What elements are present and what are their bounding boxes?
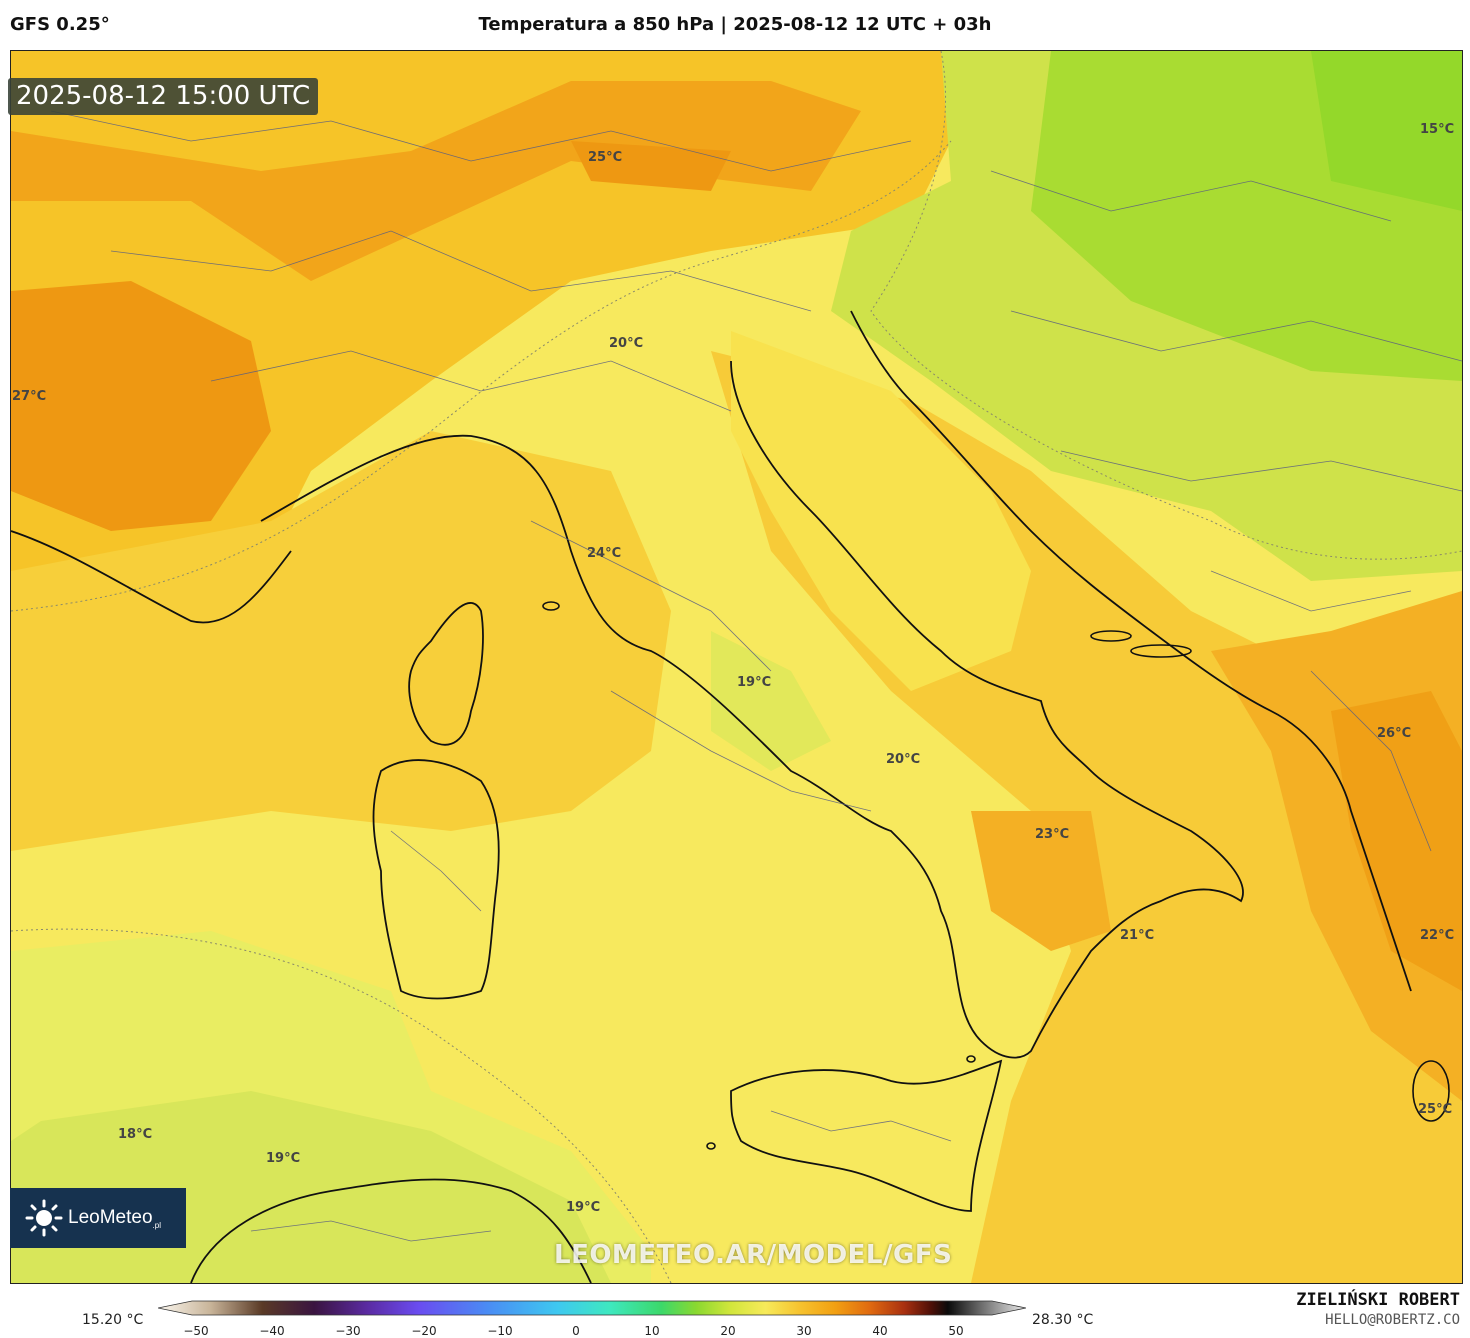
colorbar-min-label: 15.20 °C [82, 1312, 144, 1328]
temp-label: 18°C [118, 1127, 153, 1142]
temp-label: 20°C [609, 336, 644, 351]
colorbar-tick: 30 [796, 1324, 812, 1338]
model-name: GFS 0.25° [10, 14, 110, 35]
temp-label: 21°C [1120, 928, 1155, 943]
colorbar-tick: −40 [259, 1324, 285, 1338]
author-name: ZIELIŃSKI ROBERT [1296, 1290, 1460, 1310]
colorbar [158, 1300, 1026, 1316]
colorbar-tick: 20 [720, 1324, 736, 1338]
chart-title: Temperatura a 850 hPa | 2025-08-12 12 UT… [478, 14, 992, 35]
colorbar-tick: 50 [948, 1324, 964, 1338]
colorbar-tick: −30 [335, 1324, 361, 1338]
colorbar-tick: −50 [183, 1324, 209, 1338]
temp-label: 19°C [266, 1151, 301, 1166]
colorbar-tick: 40 [872, 1324, 888, 1338]
colorbar-tick: −10 [487, 1324, 513, 1338]
model-url-watermark: LEOMETEO.AR/MODEL/GFS [554, 1240, 953, 1270]
temp-label: 25°C [1418, 1102, 1453, 1117]
temp-label: 20°C [886, 752, 921, 767]
author-email[interactable]: HELLO@ROBERTZ.CO [1325, 1312, 1460, 1328]
temp-label: 27°C [12, 389, 47, 404]
logo-suffix: .pl [152, 1220, 161, 1230]
sun-icon [25, 1199, 63, 1237]
valid-time-stamp: 2025-08-12 15:00 UTC [8, 78, 319, 115]
temp-label: 24°C [587, 546, 622, 561]
temp-label: 26°C [1377, 726, 1412, 741]
temperature-map[interactable] [10, 50, 1463, 1284]
leometeo-logo[interactable]: LeoMeteo.pl [10, 1188, 186, 1248]
temp-label: 19°C [737, 675, 772, 690]
colorbar-max-label: 28.30 °C [1032, 1312, 1094, 1328]
temp-label: 25°C [588, 150, 623, 165]
colorbar-tick: 0 [572, 1324, 580, 1338]
temp-label: 15°C [1420, 122, 1455, 137]
colorbar-tick: −20 [411, 1324, 437, 1338]
colorbar-tick: 10 [644, 1324, 660, 1338]
temp-label: 19°C [566, 1200, 601, 1215]
temp-label: 22°C [1420, 928, 1455, 943]
temp-label: 23°C [1035, 827, 1070, 842]
logo-name: LeoMeteo [68, 1206, 153, 1228]
map-canvas [11, 51, 1462, 1283]
